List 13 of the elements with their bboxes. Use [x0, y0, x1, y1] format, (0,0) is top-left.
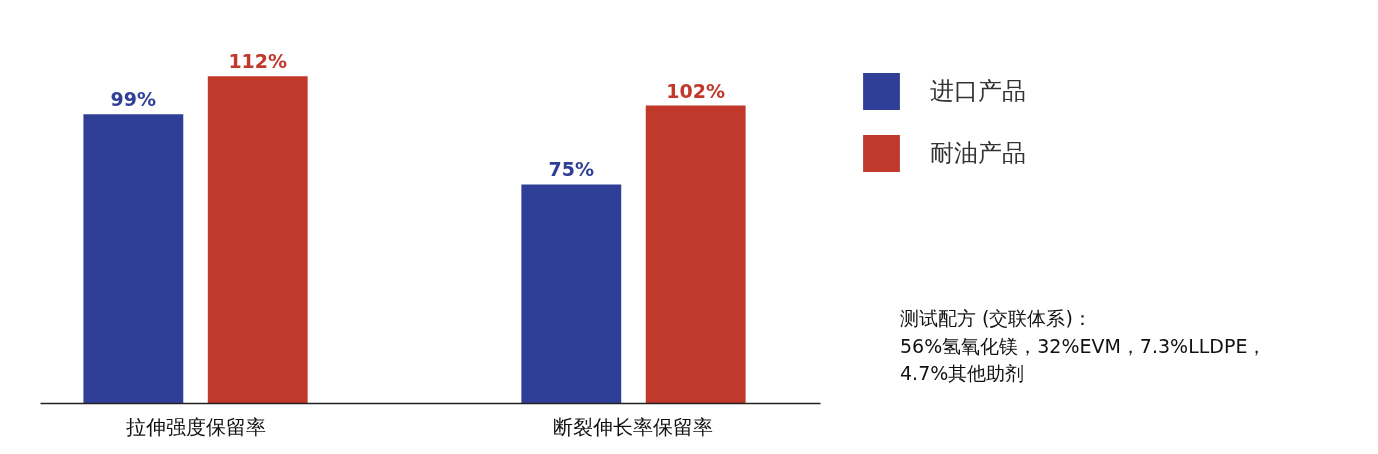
bar [207, 76, 308, 404]
data-label: 99% [110, 88, 157, 111]
data-label: 112% [228, 50, 288, 73]
bar [645, 105, 746, 404]
legend-label: 进口产品 [930, 76, 1026, 107]
legend-label: 耐油产品 [930, 138, 1026, 169]
x-tick-label: 拉伸强度保留率 [125, 414, 266, 439]
data-label: 75% [548, 158, 595, 181]
bar [83, 114, 184, 404]
data-label: 102% [666, 79, 726, 102]
x-tick-label: 断裂伸长率保留率 [553, 414, 714, 439]
bar [521, 184, 622, 404]
text: 测试配方 (交联体系)： 56%氢氧化镁，32%EVM，7.3%LLDPE， 4.7%其他助剂 [900, 306, 1267, 387]
